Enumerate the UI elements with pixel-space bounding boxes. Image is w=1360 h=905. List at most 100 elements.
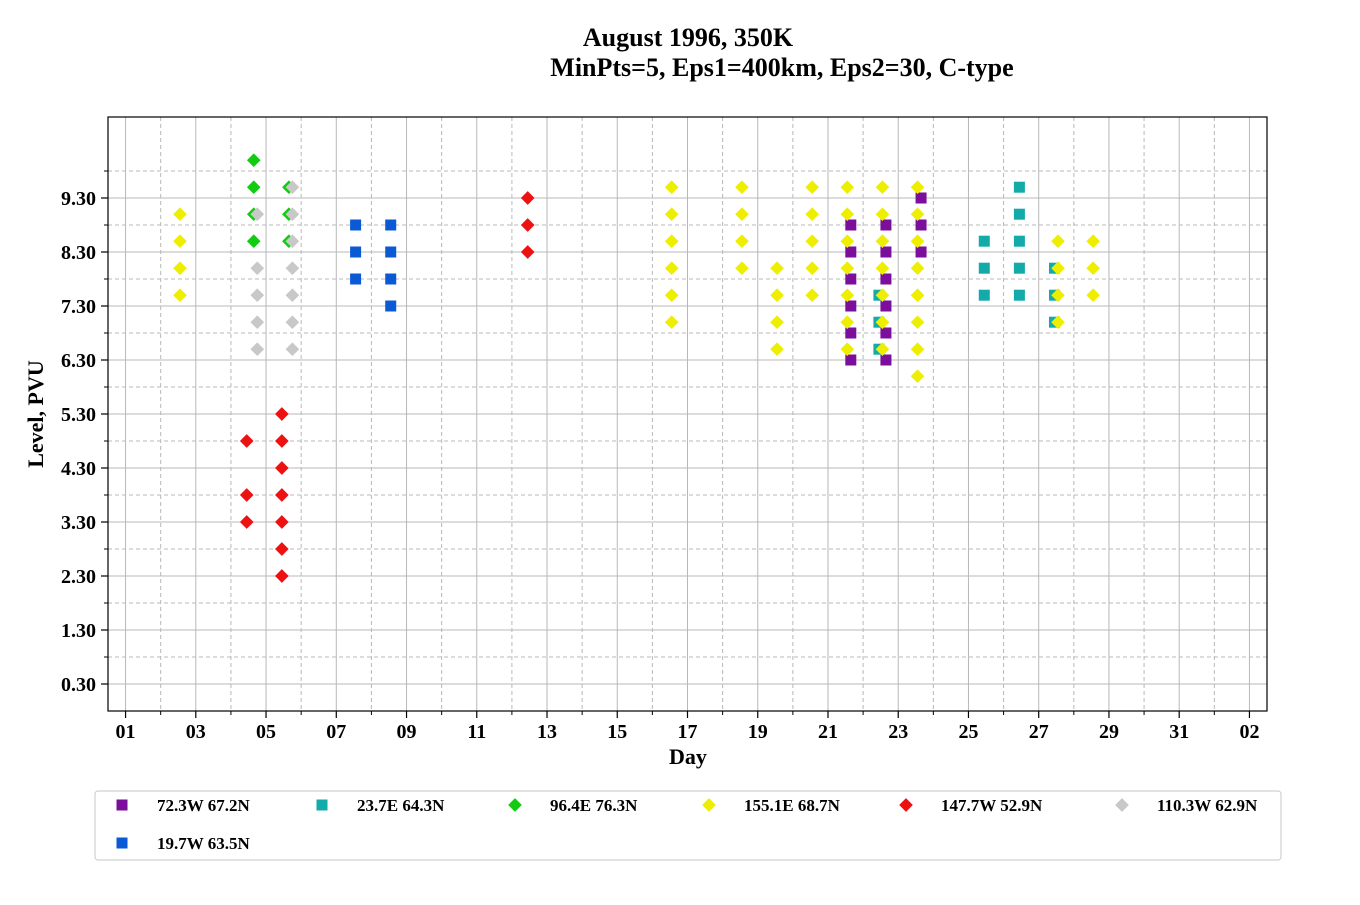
data-point (239, 488, 254, 502)
x-tick-label: 15 (607, 721, 627, 743)
x-tick-label: 25 (958, 721, 978, 743)
data-point (840, 288, 855, 303)
data-point (664, 288, 679, 303)
data-point (239, 434, 254, 448)
x-axis-label: Day (669, 744, 707, 769)
data-point (735, 207, 749, 222)
data-point (805, 180, 820, 195)
data-point (770, 342, 784, 357)
data-point (875, 288, 890, 303)
x-tick-label: 01 (116, 721, 136, 743)
data-point (735, 261, 749, 276)
data-point (880, 354, 892, 366)
data-point (520, 191, 535, 205)
data-point (246, 180, 261, 195)
data-point (664, 207, 679, 222)
data-point (880, 273, 892, 285)
data-point (840, 180, 855, 195)
data-point (1013, 235, 1025, 247)
data-point (285, 234, 300, 249)
data-point (239, 515, 254, 529)
data-point (875, 234, 890, 249)
data-point (840, 342, 855, 357)
series-6 (250, 180, 300, 357)
data-point (350, 246, 362, 258)
y-tick-label: 8.30 (61, 242, 96, 264)
grid-layer (108, 117, 1267, 711)
data-point (275, 488, 289, 502)
data-point (385, 300, 397, 312)
data-point (664, 234, 679, 249)
x-tick-label: 31 (1169, 721, 1189, 743)
x-tick-label: 19 (748, 721, 768, 743)
data-point (173, 207, 187, 222)
data-point (978, 262, 990, 274)
y-tick-label: 7.30 (61, 296, 96, 318)
legend-label: 155.1E 68.7N (744, 796, 841, 815)
data-point (845, 327, 857, 339)
series-1 (845, 192, 927, 366)
data-point (910, 369, 925, 384)
x-tick-label: 09 (397, 721, 417, 743)
data-point (770, 261, 784, 276)
marks-layer (173, 153, 1100, 583)
legend-box (94, 790, 1282, 861)
data-point (840, 234, 855, 249)
data-point (910, 342, 925, 357)
data-point (845, 300, 857, 312)
data-point (350, 273, 362, 285)
legend-marker (508, 798, 522, 812)
data-point (880, 300, 892, 312)
data-point (1086, 288, 1100, 303)
legend-marker (702, 798, 716, 812)
chart-subtitle: MinPts=5, Eps1=400km, Eps2=30, C-type (550, 53, 1013, 82)
y-tick-label: 3.30 (61, 512, 96, 534)
data-point (173, 234, 187, 249)
x-tick-label: 17 (678, 721, 698, 743)
data-point (880, 219, 892, 231)
data-point (1013, 289, 1025, 301)
legend-label: 110.3W 62.9N (1157, 796, 1258, 815)
y-tick-label: 6.30 (61, 350, 96, 372)
x-tick-label: 03 (186, 721, 206, 743)
data-point (285, 342, 300, 357)
data-point (1051, 315, 1065, 330)
data-point (664, 315, 679, 330)
legend-label: 147.7W 52.9N (941, 796, 1043, 815)
data-point (875, 315, 890, 330)
data-point (285, 261, 300, 276)
data-point (350, 219, 362, 231)
data-point (173, 261, 187, 276)
data-point (910, 180, 925, 195)
legend-label: 23.7E 64.3N (357, 796, 445, 815)
series-5 (239, 191, 535, 583)
y-tick-label: 4.30 (61, 458, 96, 480)
x-tick-label: 13 (537, 721, 557, 743)
x-tick-label: 11 (467, 721, 486, 743)
data-point (910, 207, 925, 222)
data-point (250, 261, 265, 276)
x-tick-label: 02 (1239, 721, 1259, 743)
data-point (735, 180, 749, 195)
data-point (246, 234, 261, 249)
data-point (805, 207, 820, 222)
data-point (1051, 234, 1065, 249)
data-point (285, 180, 300, 195)
data-point (385, 273, 397, 285)
data-point (664, 180, 679, 195)
legend-marker (316, 799, 328, 811)
data-point (1086, 234, 1100, 249)
data-point (845, 246, 857, 258)
data-point (275, 569, 289, 583)
data-point (250, 342, 265, 357)
data-point (805, 288, 820, 303)
legend-label: 19.7W 63.5N (157, 834, 250, 853)
data-point (840, 261, 855, 276)
legend-marker (116, 837, 128, 849)
data-point (735, 234, 749, 249)
data-point (910, 261, 925, 276)
legend-marker (899, 798, 913, 812)
data-point (910, 234, 925, 249)
data-point (910, 288, 925, 303)
